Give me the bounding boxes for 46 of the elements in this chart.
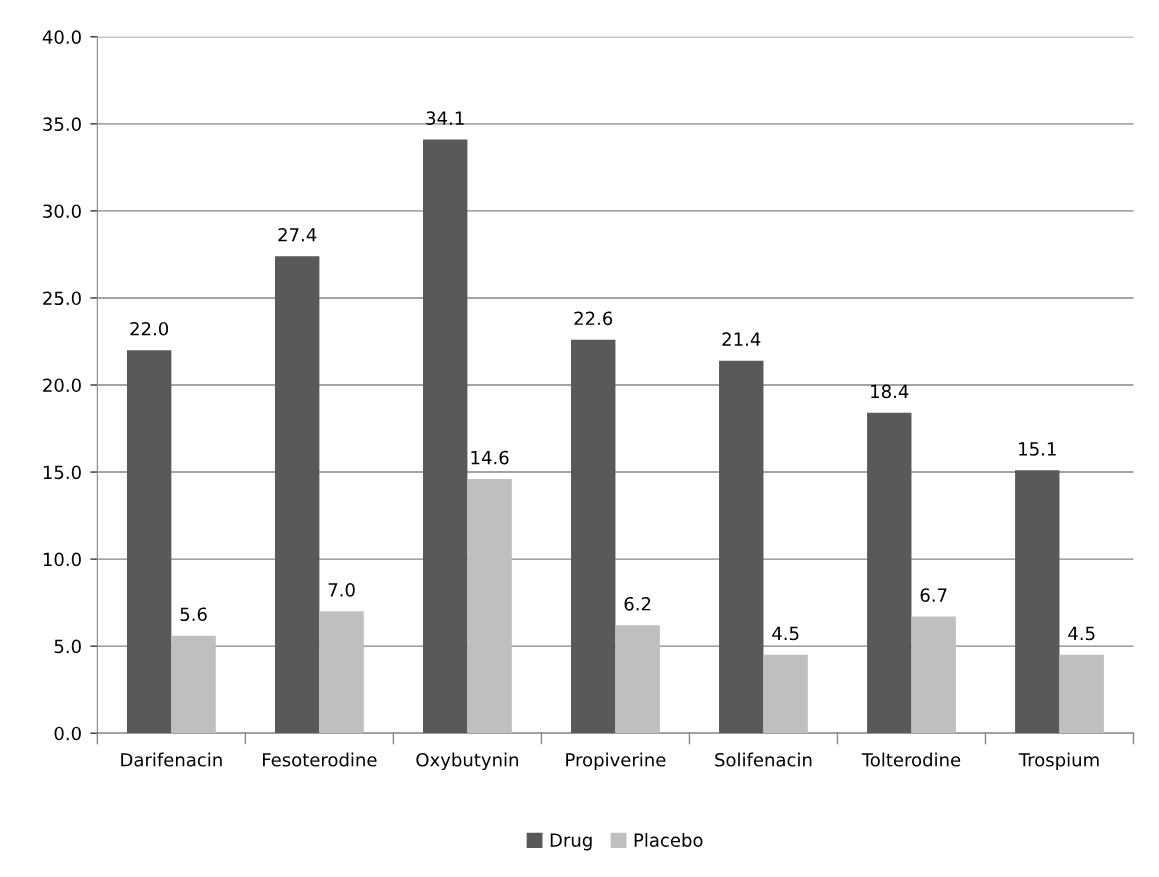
data-label: 7.0 [328,583,355,597]
bar [423,139,468,734]
data-label: 22.6 [574,311,613,326]
x-tick-label: Propiverine [566,752,666,771]
x-tick-label: Tolterodine [861,752,961,767]
data-label: 34.1 [426,111,464,125]
data-label: 22.0 [130,321,169,336]
legend-label: Drug [550,833,592,851]
y-tick-label: 25.0 [43,291,81,306]
data-label: 27.4 [278,227,317,242]
y-tick-label: 0.0 [54,726,81,741]
x-tick-label: Trospium [1018,752,1099,771]
y-tick-label: 15.0 [43,465,81,480]
data-label: 4.5 [1068,626,1095,641]
y-tick-label: 5.0 [54,639,81,654]
x-tick-label: Fesoterodine [263,752,377,767]
bar [867,412,912,734]
bar [763,654,808,734]
data-label: 21.4 [722,332,761,346]
data-label: 6.2 [624,596,651,611]
bar [719,360,764,734]
bar [911,616,956,734]
y-tick-label: 20.0 [43,378,81,393]
y-tick-label: 35.0 [43,117,81,131]
bar [274,256,320,734]
y-tick-label: 30.0 [43,204,81,219]
bar [126,350,172,734]
y-tick-label: 40.0 [42,30,81,44]
data-label: 14.6 [471,450,509,465]
bar [1015,470,1060,734]
bar [171,635,216,734]
bar [571,339,616,734]
bar [1059,654,1104,734]
x-tick-label: Darifenacin [121,752,222,767]
legend-label: Placebo [634,832,703,847]
data-label: 18.4 [871,384,909,399]
data-label: 5.6 [180,607,207,622]
y-tick-label: 10.0 [43,552,81,567]
data-label: 15.1 [1019,442,1056,456]
data-label: 4.5 [772,626,799,641]
bar [467,479,512,734]
x-tick-label: Oxybutynin [416,752,518,771]
bar [319,611,364,734]
data-label: 6.7 [920,588,947,602]
x-tick-label: Solifenacin [715,752,812,767]
bar [615,625,660,734]
